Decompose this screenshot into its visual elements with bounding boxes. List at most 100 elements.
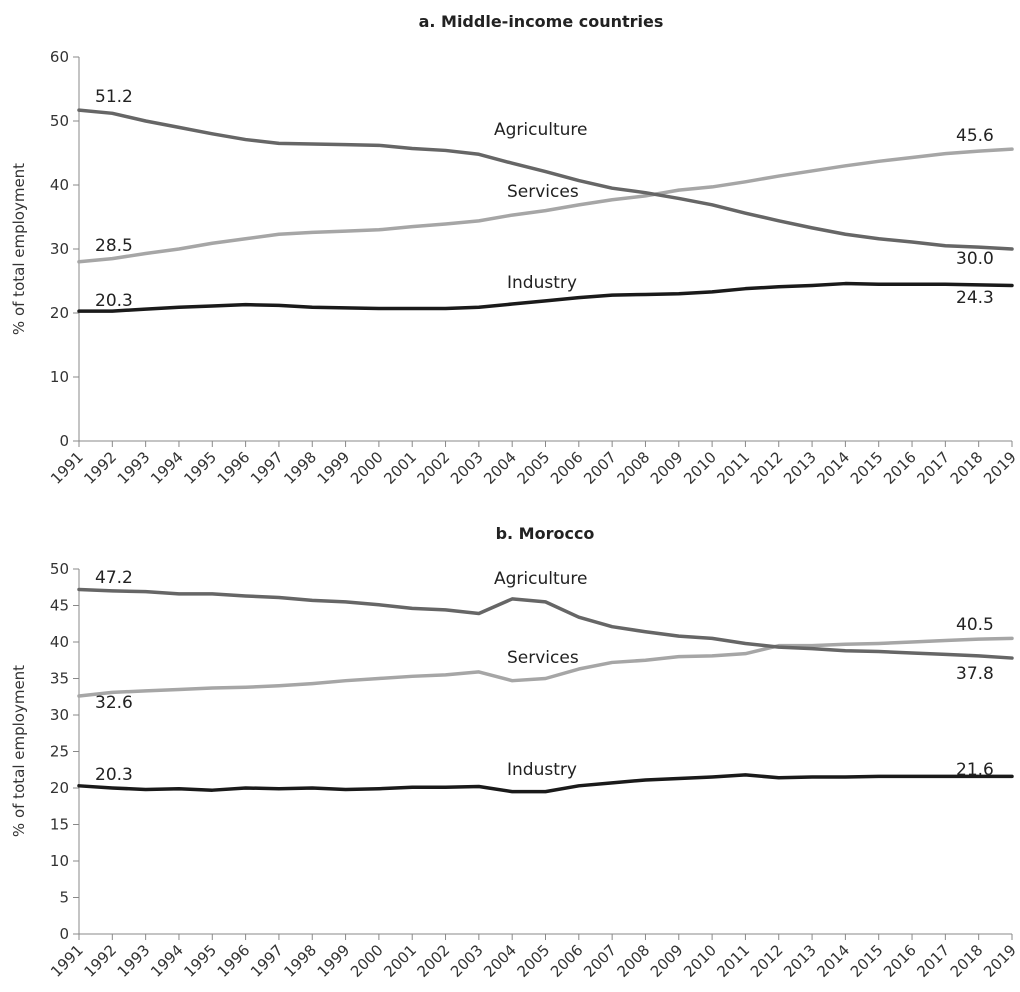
panel-a-y-axis-label: % of total employment (10, 163, 28, 335)
panel-a-x-tick-label: 1999 (314, 448, 354, 488)
panel-b-x-tick-label: 2005 (514, 941, 554, 981)
panel-a-x-tick-label: 2001 (380, 448, 420, 488)
panel-b-y-tick-label: 35 (50, 670, 69, 688)
panel-b-x-tick-label: 2004 (480, 941, 520, 981)
panel-a-x-tick-label: 2013 (780, 448, 820, 488)
panel-b-x-tick-label: 1991 (47, 941, 87, 981)
panel-b-x-tick-label: 1995 (180, 941, 220, 981)
panel-b-label-agriculture-end: 37.8 (956, 664, 994, 684)
panel-b-series-industry (77, 773, 1014, 794)
panel-a-y-tick-label: 60 (50, 48, 69, 66)
panel-b-x-tick-label: 2003 (447, 941, 487, 981)
panel-b-lines (77, 587, 1014, 794)
panel-a-x-tick-label: 1994 (147, 448, 187, 488)
panel-b-y-tick-label: 5 (59, 889, 69, 907)
panel-a-axes: 0102030405060199119921993199419951996199… (47, 48, 1020, 488)
panel-a-x-tick-label: 2011 (714, 448, 754, 488)
panel-a-x-tick-label: 2019 (980, 448, 1020, 488)
panel-a-x-tick-label: 2012 (747, 448, 787, 488)
panel-a-label-industry-end: 24.3 (956, 288, 994, 308)
panel-b-y-tick-label: 40 (50, 633, 69, 651)
panel-a-y-tick-label: 40 (50, 176, 69, 194)
panel-b-y-tick-label: 30 (50, 706, 69, 724)
panel-a-x-tick-label: 2004 (480, 448, 520, 488)
panel-a-x-tick-label: 2006 (547, 448, 587, 488)
panel-a-x-tick-label: 1993 (114, 448, 154, 488)
panel-a-x-tick-label: 2018 (947, 448, 987, 488)
panel-b-y-tick-label: 25 (50, 743, 69, 761)
panel-b-y-tick-label: 45 (50, 597, 69, 615)
panel-a-label-agriculture-end: 30.0 (956, 249, 994, 269)
panel-a-label-agriculture-start: 51.2 (95, 87, 133, 107)
panel-b-x-tick-label: 2014 (813, 941, 853, 981)
panel-b-x-tick-label: 1993 (114, 941, 154, 981)
panel-b-x-tick-label: 2001 (380, 941, 420, 981)
panel-b-x-tick-label: 1998 (280, 941, 320, 981)
panel-b-x-tick-label: 2015 (847, 941, 887, 981)
panel-a-y-tick-label: 0 (59, 432, 69, 450)
panel-b-series-agriculture (77, 587, 1014, 660)
panel-b-label-agriculture: Agriculture (494, 569, 588, 589)
panel-b-series-services (77, 636, 1014, 698)
panel-b-x-tick-label: 2016 (880, 941, 920, 981)
panel-a-series-agriculture (77, 108, 1014, 251)
panel-a-x-tick-label: 2015 (847, 448, 887, 488)
panel-a-x-tick-label: 2017 (913, 448, 953, 488)
panel-a-annotations: 51.2 Agriculture 45.6 Services 28.5 30.0… (95, 87, 994, 311)
panel-b-x-tick-label: 1996 (214, 941, 254, 981)
panel-a-title: a. Middle-income countries (419, 12, 664, 31)
panel-b-x-tick-label: 2017 (913, 941, 953, 981)
panel-b-x-tick-label: 1992 (80, 941, 120, 981)
panel-b-label-industry-end: 21.6 (956, 760, 994, 780)
panel-b-label-industry: Industry (507, 760, 577, 780)
panel-a-x-tick-label: 2003 (447, 448, 487, 488)
panel-a-x-tick-label: 1991 (47, 448, 87, 488)
panel-b-x-tick-label: 2008 (614, 941, 654, 981)
panel-b-label-services-end: 40.5 (956, 615, 994, 635)
panel-a-lines (77, 108, 1014, 313)
panel-a-x-tick-label: 2005 (514, 448, 554, 488)
panel-a-x-tick-label: 1992 (80, 448, 120, 488)
panel-b-x-tick-label: 2007 (580, 941, 620, 981)
panel-b-x-tick-label: 2000 (347, 941, 387, 981)
panel-a-label-services-start: 28.5 (95, 236, 133, 256)
panel-a-label-services-end: 45.6 (956, 126, 994, 146)
panel-a-label-industry-start: 20.3 (95, 291, 133, 311)
panel-a-x-tick-label: 1995 (180, 448, 220, 488)
panel-a-label-agriculture: Agriculture (494, 120, 588, 140)
panel-a-x-tick-label: 1997 (247, 448, 287, 488)
panel-b-x-tick-label: 1994 (147, 941, 187, 981)
panel-b-label-industry-start: 20.3 (95, 765, 133, 785)
panel-b-label-services: Services (507, 648, 579, 668)
panel-b-x-tick-label: 1997 (247, 941, 287, 981)
panel-a: a. Middle-income countries % of total em… (10, 12, 1020, 488)
panel-a-x-tick-label: 2002 (414, 448, 454, 488)
panel-a-x-tick-label: 2008 (614, 448, 654, 488)
panel-b-x-tick-label: 2018 (947, 941, 987, 981)
panel-b-y-tick-label: 50 (50, 560, 69, 578)
panel-b-annotations: 47.2 Agriculture Services 32.6 40.5 37.8… (95, 568, 994, 785)
panel-b-x-tick-label: 2006 (547, 941, 587, 981)
panel-b: b. Morocco % of total employment 0 5 10 15 2… (10, 524, 1020, 981)
panel-a-x-tick-label: 2007 (580, 448, 620, 488)
panel-b-x-tick-label: 2012 (747, 941, 787, 981)
panel-a-x-tick-label: 2009 (647, 448, 687, 488)
panel-b-y-tick-label: 15 (50, 816, 69, 834)
panel-a-x-tick-label: 1998 (280, 448, 320, 488)
panel-b-y-axis-label: % of total employment (10, 665, 28, 837)
panel-a-y-tick-label: 10 (50, 368, 69, 386)
panel-b-x-tick-label: 2019 (980, 941, 1020, 981)
panel-a-x-tick-label: 2016 (880, 448, 920, 488)
panel-a-x-tick-label: 2010 (680, 448, 720, 488)
panel-a-x-tick-label: 2000 (347, 448, 387, 488)
panel-a-series-industry (77, 281, 1014, 313)
panel-b-x-tick-label: 2013 (780, 941, 820, 981)
panel-a-x-tick-label: 1996 (214, 448, 254, 488)
panel-a-y-tick-label: 30 (50, 240, 69, 258)
panel-b-title: b. Morocco (496, 524, 595, 543)
panel-b-y-tick-label: 10 (50, 852, 69, 870)
panel-b-label-services-start: 32.6 (95, 693, 133, 713)
panel-a-label-services: Services (507, 182, 579, 202)
panel-b-x-tick-label: 2002 (414, 941, 454, 981)
